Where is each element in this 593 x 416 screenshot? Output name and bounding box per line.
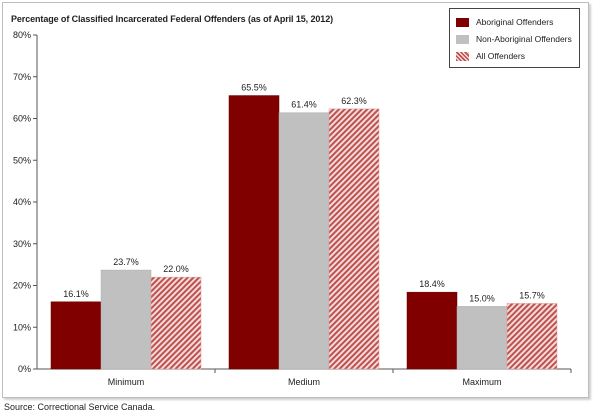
bar-non-aboriginal-maximum: [456, 306, 508, 370]
bar-aboriginal-medium: [228, 95, 280, 370]
chart-title: Percentage of Classified Incarcerated Fe…: [11, 14, 333, 24]
data-label: 16.1%: [63, 289, 89, 299]
data-label: 23.7%: [113, 257, 139, 267]
y-tick-label: 60%: [13, 114, 31, 124]
y-tick-label: 0%: [18, 364, 31, 374]
bar-all-minimum: [150, 276, 202, 370]
x-tick-label: Medium: [288, 377, 320, 387]
data-label: 15.0%: [469, 293, 495, 303]
data-label: 15.7%: [519, 290, 545, 300]
y-tick-label: 40%: [13, 197, 31, 207]
data-label: 65.5%: [241, 83, 267, 93]
bar-all-medium: [328, 108, 380, 370]
legend-label-aboriginal: Aboriginal Offenders: [476, 17, 554, 27]
legend-label-non-aboriginal: Non-Aboriginal Offenders: [476, 34, 572, 44]
y-tick-label: 70%: [13, 72, 31, 82]
x-tick-label: Minimum: [108, 377, 145, 387]
legend-swatch-non-aboriginal: [456, 34, 469, 44]
data-label: 61.4%: [291, 100, 317, 110]
bar-aboriginal-minimum: [50, 301, 102, 370]
legend-swatch-all: [456, 51, 469, 61]
bar-non-aboriginal-medium: [278, 112, 330, 370]
legend-item-aboriginal: Aboriginal Offenders: [456, 15, 553, 29]
y-tick-label: 10%: [13, 322, 31, 332]
legend-item-all: All Offenders: [456, 49, 525, 63]
bar-non-aboriginal-minimum: [100, 269, 152, 370]
data-label: 22.0%: [163, 264, 189, 274]
legend-item-non-aboriginal: Non-Aboriginal Offenders: [456, 32, 572, 46]
data-label: 18.4%: [419, 279, 445, 289]
legend-label-all: All Offenders: [476, 51, 525, 61]
y-tick-label: 50%: [13, 155, 31, 165]
bar-all-maximum: [506, 303, 558, 370]
y-tick-label: 20%: [13, 281, 31, 291]
y-tick-label: 80%: [13, 30, 31, 40]
y-tick-label: 30%: [13, 239, 31, 249]
source-note: Source: Correctional Service Canada.: [4, 402, 156, 412]
x-tick-label: Maximum: [462, 377, 501, 387]
legend: Aboriginal Offenders Non-Aboriginal Offe…: [449, 8, 580, 68]
bar-aboriginal-maximum: [406, 291, 458, 370]
data-label: 62.3%: [341, 96, 367, 106]
legend-swatch-aboriginal: [456, 17, 469, 27]
